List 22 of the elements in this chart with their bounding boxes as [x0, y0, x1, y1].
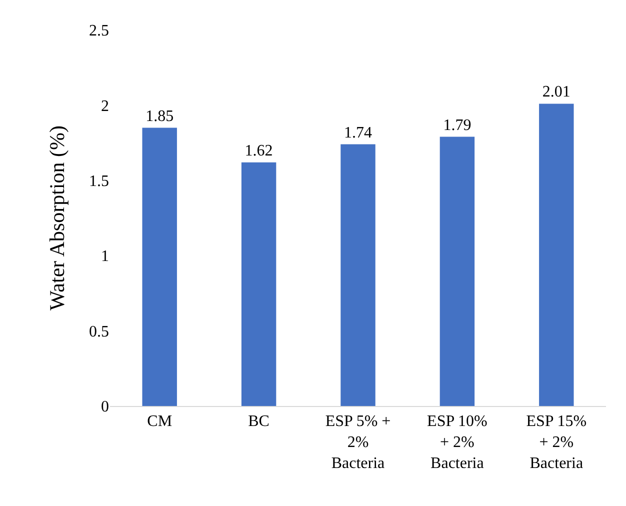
data-label: 1.74	[344, 124, 372, 142]
bar	[539, 104, 574, 406]
bar	[340, 144, 376, 406]
data-label: 2.01	[542, 84, 570, 101]
x-tick-label: CM	[147, 413, 172, 430]
data-label: 1.62	[244, 142, 273, 160]
y-tick-label: 1.5	[89, 173, 109, 190]
x-tick-label: BC	[248, 413, 270, 430]
y-tick-label: 0	[101, 398, 109, 416]
y-tick-label: 2	[101, 98, 109, 115]
y-tick-label: 2.5	[89, 22, 109, 40]
bar	[440, 136, 475, 406]
data-label: 1.79	[443, 116, 472, 134]
y-tick-label: 1	[101, 248, 109, 266]
bar	[142, 128, 177, 406]
x-tick-label: ESP 15% + 2% Bacteria	[526, 413, 587, 472]
y-axis-title: Water Absorption (%)	[45, 126, 70, 310]
y-tick-label: 0.5	[89, 323, 109, 340]
bar	[241, 162, 276, 406]
data-label: 1.85	[146, 108, 174, 125]
x-tick-label: ESP 10% + 2% Bacteria	[427, 413, 488, 472]
x-tick-label: ESP 5% + 2% Bacteria	[325, 413, 391, 472]
